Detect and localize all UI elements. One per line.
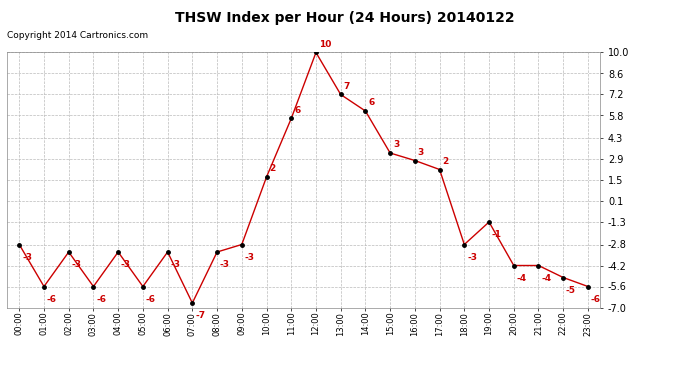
Text: -3: -3: [170, 260, 180, 269]
Text: 6: 6: [294, 106, 300, 115]
Text: -3: -3: [121, 260, 131, 269]
Text: 2: 2: [442, 157, 448, 166]
Text: -7: -7: [195, 311, 205, 320]
Text: -3: -3: [467, 253, 477, 262]
Text: -6: -6: [96, 295, 106, 304]
Text: -6: -6: [47, 295, 57, 304]
Text: -6: -6: [146, 295, 156, 304]
Text: -3: -3: [22, 253, 32, 262]
Text: -4: -4: [517, 274, 526, 283]
Text: -4: -4: [541, 274, 551, 283]
Text: 2: 2: [269, 165, 275, 174]
Text: -5: -5: [566, 286, 576, 295]
Text: THSW  (°F): THSW (°F): [562, 33, 621, 42]
Text: -3: -3: [72, 260, 81, 269]
Text: -3: -3: [220, 260, 230, 269]
Text: 10: 10: [319, 40, 331, 49]
Text: 3: 3: [417, 148, 424, 157]
Text: Copyright 2014 Cartronics.com: Copyright 2014 Cartronics.com: [7, 30, 148, 39]
Text: THSW Index per Hour (24 Hours) 20140122: THSW Index per Hour (24 Hours) 20140122: [175, 11, 515, 25]
Text: 3: 3: [393, 141, 400, 150]
Text: -1: -1: [492, 230, 502, 239]
Text: -3: -3: [244, 253, 255, 262]
Text: 6: 6: [368, 99, 375, 108]
Text: -6: -6: [591, 295, 601, 304]
Text: 7: 7: [344, 82, 350, 91]
